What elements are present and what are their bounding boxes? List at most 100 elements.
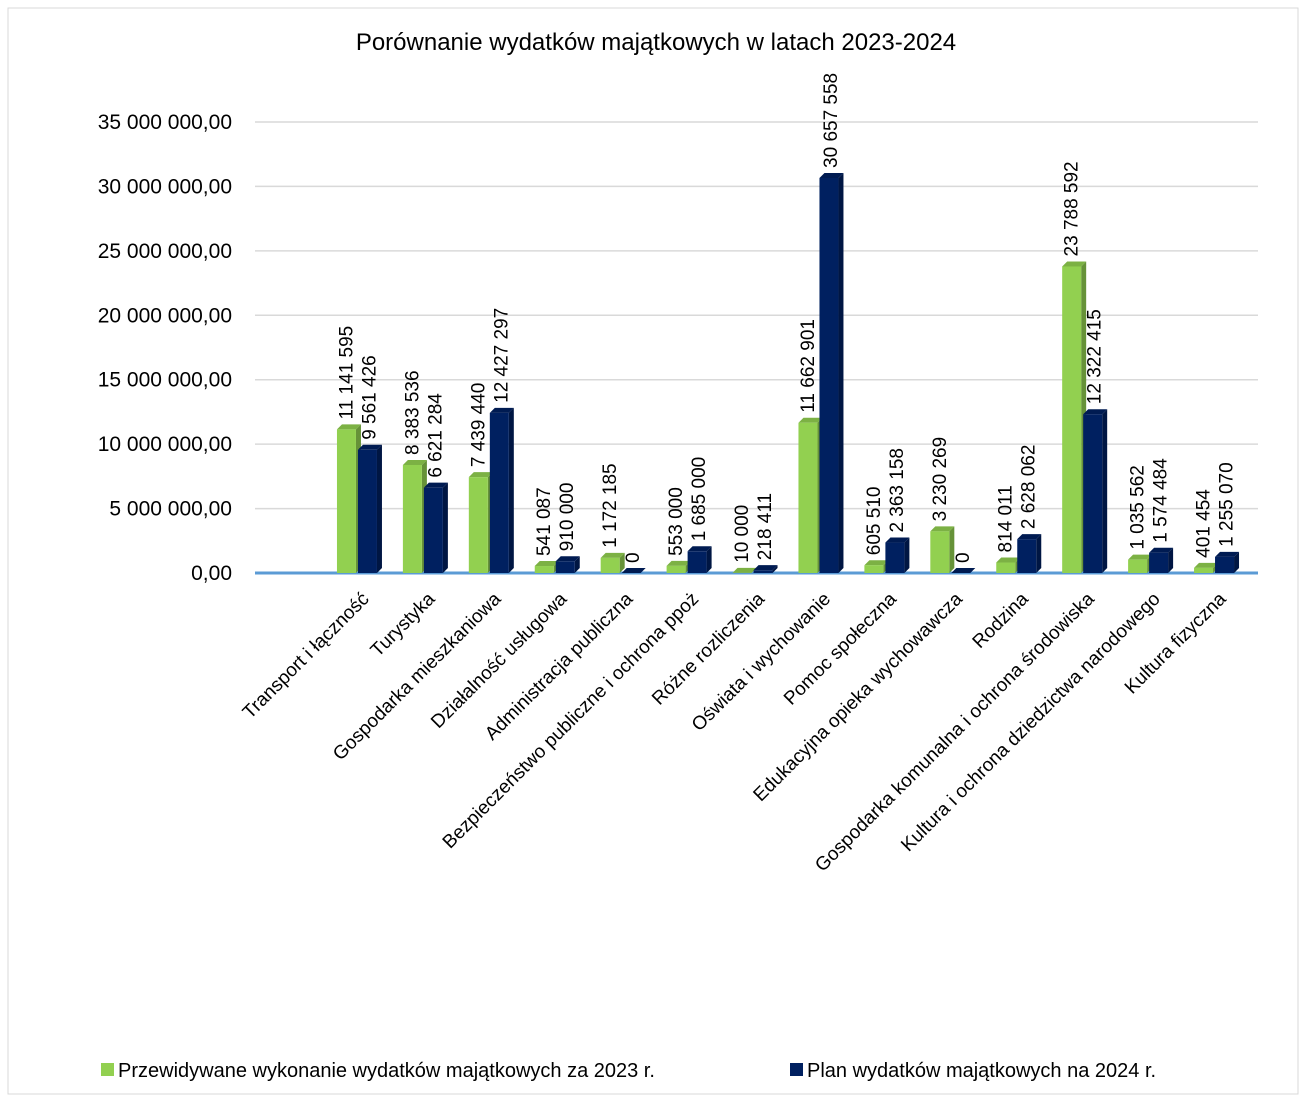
bar <box>489 412 509 573</box>
bar-depth <box>1149 547 1174 553</box>
y-tick-label: 20 000 000,00 <box>98 304 232 327</box>
data-label: 814 011 <box>996 485 1017 552</box>
bar <box>1017 539 1037 573</box>
data-label: 910 000 <box>557 483 578 552</box>
data-label: 541 087 <box>534 487 555 556</box>
bar-depth <box>798 417 823 423</box>
bar-depth <box>930 526 955 532</box>
bar-depth <box>949 526 955 573</box>
bar-depth <box>1062 261 1087 267</box>
data-label: 553 000 <box>666 487 687 556</box>
bar-depth <box>753 565 778 571</box>
bar-depth <box>619 552 625 573</box>
bar-depth <box>357 444 382 450</box>
data-label: 1 172 185 <box>600 463 621 548</box>
data-label: 23 788 592 <box>1062 161 1083 256</box>
bar-depth <box>666 560 691 566</box>
bar <box>687 551 707 573</box>
bar-depth <box>534 561 559 567</box>
bar-depth <box>1168 547 1174 573</box>
data-label: 11 662 901 <box>798 319 819 413</box>
bar-depth <box>996 557 1021 563</box>
bar-depth <box>1128 554 1153 560</box>
data-label: 2 363 158 <box>887 448 908 533</box>
data-label: 3 230 269 <box>930 437 951 522</box>
bar <box>864 565 884 573</box>
y-tick-label: 35 000 000,00 <box>98 111 232 134</box>
bar-depth <box>336 424 361 430</box>
bar-depth <box>885 537 910 543</box>
bar-depth <box>951 568 976 573</box>
data-label: 1 035 562 <box>1128 465 1149 550</box>
legend-label: Przewidywane wykonanie wydatków majątkow… <box>118 1060 655 1082</box>
bar-depth <box>838 172 844 574</box>
bar-depth <box>1194 562 1219 568</box>
bar-depth <box>1102 409 1108 573</box>
bar <box>1128 559 1148 573</box>
bar <box>753 570 773 573</box>
bar-depth <box>1036 534 1042 573</box>
data-label: 1 574 484 <box>1151 458 1172 543</box>
data-label: 218 411 <box>755 493 776 560</box>
y-tick-label: 30 000 000,00 <box>98 175 232 198</box>
bar <box>534 566 554 573</box>
bar-depth <box>508 407 514 573</box>
bar-depth <box>489 407 514 413</box>
legend-swatch <box>101 1063 114 1076</box>
data-label: 10 000 <box>732 505 753 563</box>
bar-depth <box>423 482 448 488</box>
bar <box>1062 266 1082 573</box>
bar <box>666 565 686 573</box>
bar <box>819 177 839 574</box>
bar-depth <box>1083 409 1108 415</box>
bar-depth <box>1215 551 1240 557</box>
bar-depth <box>819 172 844 178</box>
bar <box>600 557 620 573</box>
bar <box>1149 552 1169 573</box>
bar-depth <box>904 537 910 573</box>
bar-depth <box>732 567 757 573</box>
legend-label: Plan wydatków majątkowych na 2024 r. <box>807 1060 1156 1082</box>
bar-depth <box>468 472 493 478</box>
bar-depth <box>687 546 712 552</box>
data-label: 1 685 000 <box>689 457 710 542</box>
data-label: 30 657 558 <box>821 73 842 168</box>
bar <box>1083 414 1103 573</box>
bar-depth <box>555 556 580 562</box>
bar <box>468 477 488 573</box>
legend-swatch <box>790 1063 803 1076</box>
data-label: 11 141 595 <box>336 326 357 420</box>
data-label: 401 454 <box>1194 489 1215 558</box>
bar <box>423 487 443 573</box>
data-label: 0 <box>623 552 644 563</box>
data-label: 8 383 536 <box>402 370 423 455</box>
data-label: 12 427 297 <box>491 308 512 403</box>
bar-depth <box>600 552 625 558</box>
y-tick-label: 5 000 000,00 <box>109 498 232 521</box>
y-tick-label: 15 000 000,00 <box>98 369 232 392</box>
data-label: 1 255 070 <box>1217 462 1238 547</box>
bar-depth <box>376 444 382 573</box>
bar-depth <box>402 459 427 465</box>
bar-depth <box>706 546 712 573</box>
y-tick-label: 25 000 000,00 <box>98 240 232 263</box>
data-label: 6 621 284 <box>425 393 446 478</box>
data-label: 2 628 062 <box>1019 445 1040 530</box>
bar <box>402 464 422 573</box>
bar <box>1194 567 1214 573</box>
bar <box>336 429 356 573</box>
data-label: 605 510 <box>864 487 885 556</box>
bar <box>996 562 1016 573</box>
y-tick-label: 0,00 <box>191 562 232 585</box>
data-label: 7 439 440 <box>468 383 489 468</box>
bar-depth <box>1234 551 1240 573</box>
bar-depth <box>574 556 580 573</box>
bar <box>930 531 950 573</box>
bar-depth <box>772 565 778 573</box>
bar <box>1215 556 1235 573</box>
chart-title: Porównanie wydatków majątkowych w latach… <box>356 29 956 56</box>
data-label: 12 322 415 <box>1085 309 1106 404</box>
bar-depth <box>442 482 448 573</box>
data-label: 0 <box>953 552 974 563</box>
